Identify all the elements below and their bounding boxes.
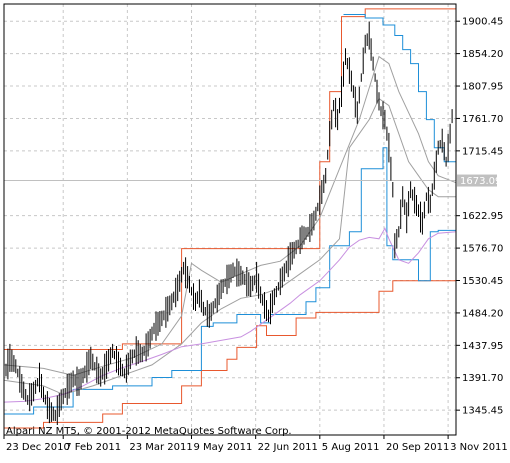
grid-lines — [3, 4, 456, 435]
violet-line-line — [3, 227, 457, 403]
plot-frame — [3, 3, 457, 436]
blue-band-line — [4, 147, 456, 415]
y-tick-label: 1576.70 — [462, 244, 503, 255]
x-tick-label: 20 Sep 2011 — [386, 442, 449, 453]
price-bars — [3, 21, 453, 425]
x-tick-label: 7 Feb 2011 — [65, 442, 121, 453]
gray-band-line — [3, 97, 456, 395]
x-tick-label: 23 Dec 2010 — [6, 442, 70, 453]
current-price-label: 1673.09 — [460, 176, 501, 187]
x-tick-label: 3 Nov 2011 — [450, 442, 508, 453]
y-tick-label: 1715.45 — [462, 146, 503, 157]
y-tick-label: 1761.70 — [462, 114, 503, 125]
y-tick-label: 1484.20 — [462, 308, 503, 319]
current-price-tag — [457, 174, 497, 187]
y-tick-label: 1807.95 — [462, 82, 503, 93]
y-tick-label: 1854.20 — [462, 49, 503, 60]
x-tick-label: 9 May 2011 — [194, 442, 253, 453]
upper-channel-line — [4, 8, 456, 350]
y-tick-label: 1530.45 — [462, 276, 503, 287]
watermark: Alpari NZ MT5, © 2001-2012 MetaQuotes So… — [6, 426, 292, 437]
y-tick-label: 1345.45 — [462, 406, 503, 417]
y-axis: 1900.45 1854.20 1807.95 1761.70 1715.45 1622.… — [456, 17, 503, 417]
y-tick-label: 1437.95 — [462, 341, 503, 352]
x-tick-label: 5 Aug 2011 — [322, 442, 380, 453]
y-tick-label: 1391.70 — [462, 373, 503, 384]
indicator-lines — [3, 8, 457, 429]
lower-channel-line — [4, 280, 456, 429]
x-tick-label: 23 Mar 2011 — [129, 442, 192, 453]
x-tick-label: 22 Jun 2011 — [258, 442, 318, 453]
blue-band-upper-line — [343, 14, 456, 163]
y-tick-label: 1622.95 — [462, 211, 503, 222]
y-tick-label: 1900.45 — [462, 17, 503, 28]
